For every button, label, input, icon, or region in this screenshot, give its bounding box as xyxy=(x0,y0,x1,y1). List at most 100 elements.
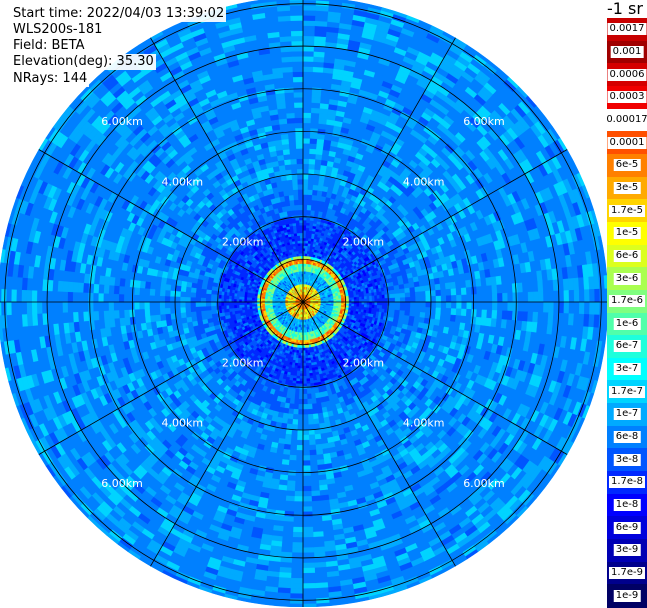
range-gate-cell xyxy=(569,302,574,314)
range-gate-cell xyxy=(579,290,584,302)
range-gate-cell xyxy=(314,51,325,57)
range-gate-cell xyxy=(306,241,309,244)
range-gate-cell xyxy=(543,302,548,313)
range-gate-cell xyxy=(492,294,497,302)
range-gate-cell xyxy=(497,302,502,311)
range-gate-cell xyxy=(508,293,513,302)
range-gate-cell xyxy=(303,133,310,138)
range-gate-cell xyxy=(390,298,395,302)
range-gate-cell xyxy=(502,284,508,293)
range-gate-cell xyxy=(303,241,306,244)
range-gate-cell xyxy=(461,288,467,295)
range-gate-cell xyxy=(414,282,420,288)
range-gate-cell xyxy=(313,67,323,73)
range-gate-cell xyxy=(313,62,324,68)
range-gate-cell xyxy=(303,154,309,159)
range-gate-cell xyxy=(375,299,378,302)
range-gate-cell xyxy=(416,302,421,307)
range-gate-cell xyxy=(481,286,487,294)
range-gate-cell xyxy=(462,302,467,309)
range-gate-cell xyxy=(372,305,375,308)
range-gate-cell xyxy=(466,309,472,317)
range-gate-cell xyxy=(303,26,315,31)
range-gate-cell xyxy=(600,302,605,315)
range-gate-cell xyxy=(303,31,315,36)
range-gate-cell xyxy=(482,302,487,310)
range-gate-cell xyxy=(303,102,312,107)
range-gate-cell xyxy=(306,220,310,223)
range-gate-cell xyxy=(315,26,327,32)
range-gate-cell xyxy=(446,296,451,302)
range-gate-cell xyxy=(430,308,435,314)
range-gate-cell xyxy=(389,290,395,294)
range-gate-cell xyxy=(308,184,313,189)
range-gate-cell xyxy=(574,302,579,314)
range-gate-cell xyxy=(441,296,446,302)
range-gate-cell xyxy=(507,311,513,320)
range-gate-cell xyxy=(303,143,310,148)
range-gate-cell xyxy=(435,314,441,320)
range-gate-cell xyxy=(390,302,395,306)
range-gate-cell xyxy=(589,302,594,315)
range-gate-cell xyxy=(482,294,487,302)
range-gate-cell xyxy=(528,302,533,312)
range-gate-cell xyxy=(382,305,385,309)
range-gate-cell xyxy=(308,189,313,194)
range-gate-cell xyxy=(563,279,569,291)
range-gate-cell xyxy=(487,310,493,318)
range-gate-cell xyxy=(538,312,544,323)
range-gate-cell xyxy=(303,184,308,189)
range-gate-cell xyxy=(312,87,322,93)
range-gate-cell xyxy=(502,311,508,320)
range-gate-cell xyxy=(445,283,451,290)
range-gate-cell xyxy=(446,302,451,308)
range-gate-cell xyxy=(367,296,370,299)
range-gate-cell xyxy=(312,195,317,201)
range-gate-cell xyxy=(303,97,312,102)
range-gate-cell xyxy=(451,308,457,315)
range-gate-cell xyxy=(543,281,549,292)
range-gate-cell xyxy=(507,284,513,293)
range-gate-cell xyxy=(476,310,482,318)
range-gate-cell xyxy=(307,200,312,205)
range-gate-cell xyxy=(513,293,518,302)
range-gate-cell xyxy=(533,302,538,312)
range-gate-cell xyxy=(317,139,325,145)
range-gate-cell xyxy=(306,236,309,239)
range-gate-cell xyxy=(584,289,589,302)
range-gate-cell xyxy=(518,292,523,302)
range-gate-cell xyxy=(312,190,317,196)
range-gate-cell xyxy=(441,290,447,296)
range-gate-cell xyxy=(395,294,400,298)
range-gate-cell xyxy=(425,307,430,313)
range-gate-cell xyxy=(394,289,400,294)
range-gate-cell xyxy=(354,297,357,299)
range-gate-cell xyxy=(307,195,312,200)
range-gate-cell xyxy=(303,36,315,41)
range-gate-cell xyxy=(492,302,497,310)
range-gate-cell xyxy=(303,195,308,200)
range-gate-cell xyxy=(456,295,461,302)
range-gate-cell xyxy=(308,179,314,184)
range-gate-cell xyxy=(569,290,574,302)
range-gate-cell xyxy=(313,180,319,186)
range-gate-cell xyxy=(367,302,370,305)
range-gate-cell xyxy=(410,297,415,302)
range-gate-cell xyxy=(508,302,513,311)
range-gate-cell xyxy=(502,293,507,302)
range-gate-cell xyxy=(420,307,425,313)
range-gate-cell xyxy=(584,302,589,315)
range-gate-cell xyxy=(380,302,383,305)
range-gate-cell xyxy=(497,285,503,294)
range-gate-cell xyxy=(472,294,477,302)
range-gate-cell xyxy=(481,310,487,318)
range-gate-cell xyxy=(517,283,523,293)
range-gate-cell xyxy=(523,292,528,302)
range-gate-cell xyxy=(563,313,569,325)
range-gate-cell xyxy=(456,302,461,309)
range-gate-cell xyxy=(527,282,533,292)
range-gate-cell xyxy=(456,288,462,295)
range-gate-cell xyxy=(400,298,405,302)
range-gate-cell xyxy=(375,302,378,305)
range-gate-cell xyxy=(305,243,308,246)
